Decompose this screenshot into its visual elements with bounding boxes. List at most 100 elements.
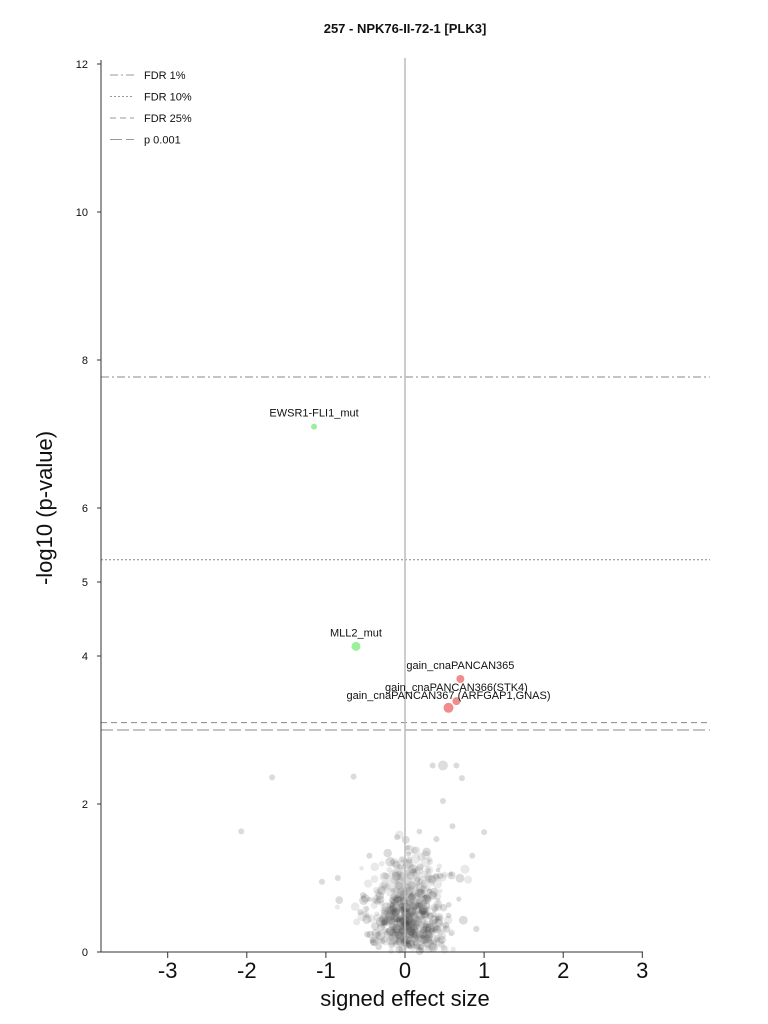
background-point — [395, 916, 405, 926]
background-point — [422, 934, 433, 944]
background-point — [406, 939, 416, 949]
significant-point — [311, 423, 318, 430]
background-point — [417, 920, 424, 927]
background-point — [408, 932, 414, 939]
background-point — [408, 900, 415, 907]
background-point — [412, 915, 423, 926]
background-point — [408, 912, 415, 919]
background-point — [393, 888, 404, 899]
background-point — [424, 872, 433, 881]
background-point — [414, 876, 421, 883]
background-point — [417, 944, 424, 951]
background-point — [390, 907, 400, 917]
background-point — [392, 922, 401, 931]
background-point — [391, 909, 400, 917]
background-point — [406, 940, 412, 947]
background-point — [404, 844, 415, 855]
background-point — [448, 929, 455, 936]
background-point — [401, 921, 411, 931]
background-point — [398, 906, 405, 913]
background-point — [430, 903, 439, 912]
background-point — [441, 871, 448, 878]
background-point — [406, 907, 417, 917]
background-point — [448, 872, 454, 877]
background-point — [357, 908, 364, 916]
background-point — [383, 909, 392, 918]
background-point — [390, 887, 396, 893]
background-point — [421, 910, 429, 919]
background-point — [379, 913, 390, 924]
background-point — [449, 823, 456, 830]
x-tick-label: 2 — [557, 958, 569, 983]
background-point — [405, 895, 411, 901]
background-point — [403, 919, 413, 929]
background-point — [427, 858, 434, 865]
background-point — [405, 921, 411, 927]
background-point — [404, 914, 414, 923]
background-point — [416, 897, 423, 905]
point-label: gain_cnaPANCAN365 — [406, 660, 514, 672]
legend: FDR 1% FDR 10% FDR 25% p 0.001 — [110, 70, 192, 147]
background-point — [409, 928, 416, 935]
background-point — [393, 929, 403, 939]
background-point — [407, 886, 416, 895]
background-point — [415, 901, 422, 908]
background-point — [384, 906, 391, 914]
background-point — [408, 864, 417, 874]
background-point — [406, 894, 415, 904]
background-point — [378, 860, 385, 867]
background-point — [373, 897, 381, 905]
background-point — [377, 886, 387, 896]
background-point — [396, 867, 403, 875]
background-point — [238, 828, 245, 835]
background-point — [373, 913, 384, 923]
background-point — [407, 944, 413, 950]
background-point — [394, 931, 400, 937]
background-point — [424, 925, 430, 930]
background-point — [381, 920, 388, 927]
background-point — [422, 922, 428, 928]
background-point — [396, 900, 402, 906]
background-point — [388, 918, 396, 926]
background-point — [385, 856, 395, 867]
x-tick-label: -2 — [237, 958, 257, 983]
background-point — [415, 911, 423, 920]
y-tick-label: 6 — [82, 503, 88, 515]
background-point — [458, 915, 468, 925]
background-point — [405, 923, 416, 933]
background-point — [395, 924, 402, 931]
background-point — [392, 940, 401, 948]
background-point — [380, 880, 389, 889]
background-point — [390, 925, 396, 931]
background-point — [433, 935, 441, 943]
background-point — [401, 909, 411, 919]
background-point — [411, 870, 418, 876]
background-point — [405, 885, 412, 892]
background-point — [379, 938, 386, 945]
background-point — [439, 904, 448, 912]
background-point — [407, 893, 416, 902]
background-point — [373, 931, 382, 940]
background-point — [432, 907, 438, 913]
background-point — [408, 881, 419, 892]
background-point — [391, 871, 401, 881]
background-point — [428, 942, 438, 953]
background-point — [385, 911, 395, 921]
background-point — [425, 874, 434, 884]
background-point — [436, 863, 443, 869]
background-point — [395, 878, 405, 888]
background-point — [434, 926, 440, 932]
background-point — [392, 924, 402, 934]
background-point — [434, 893, 442, 901]
background-point — [390, 893, 398, 901]
background-point — [407, 892, 414, 899]
background-point — [422, 929, 433, 939]
background-point — [380, 918, 386, 925]
background-point — [396, 917, 407, 928]
background-point — [396, 874, 403, 880]
background-point — [392, 923, 401, 933]
background-point — [410, 902, 416, 908]
background-point — [389, 859, 396, 865]
background-point — [380, 909, 387, 915]
